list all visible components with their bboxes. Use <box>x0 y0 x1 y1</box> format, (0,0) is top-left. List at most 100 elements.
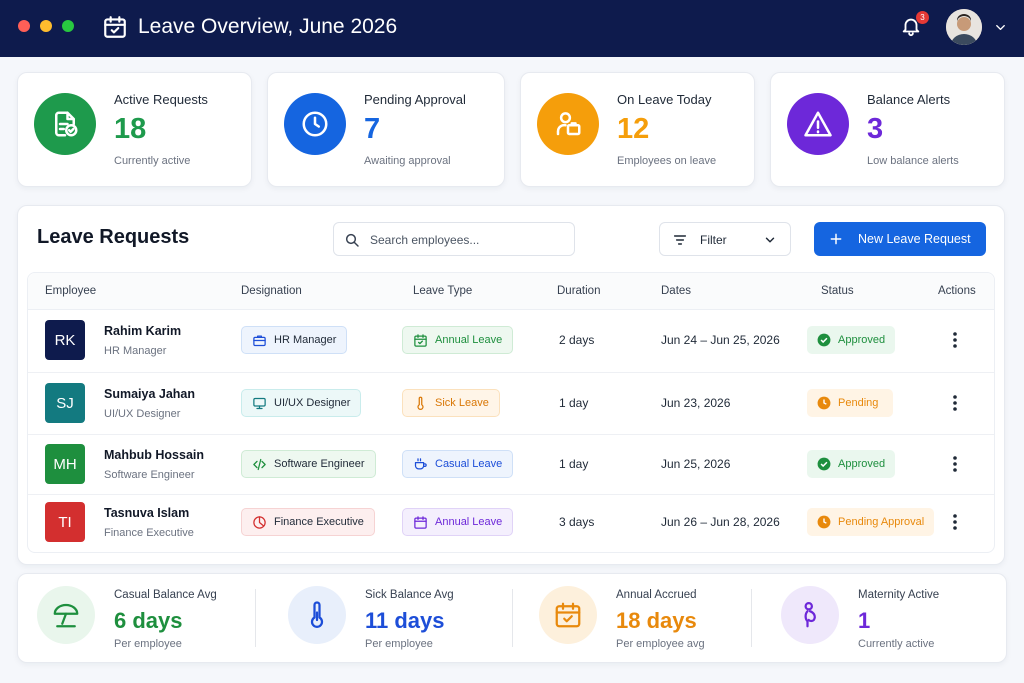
icon-part <box>823 518 827 524</box>
search-box[interactable]: Search employees... <box>333 222 575 256</box>
dates: Jun 23, 2026 <box>661 396 731 410</box>
icon-part <box>953 462 957 466</box>
icon-part <box>253 397 266 409</box>
icon-part <box>765 237 775 243</box>
icon-part <box>302 111 328 137</box>
filter-label: Filter <box>700 233 727 247</box>
stat-label: On Leave Today <box>617 92 712 107</box>
dates: Jun 25, 2026 <box>661 457 731 471</box>
employee-avatar: TI <box>45 502 85 542</box>
row-actions[interactable] <box>948 513 962 531</box>
stat-value: 18 <box>114 113 147 145</box>
icon-part <box>414 517 427 529</box>
balance-caption: Per employee avg <box>616 638 705 650</box>
icon-part <box>104 16 126 38</box>
row-actions[interactable] <box>948 331 962 349</box>
leave-type-chip: Sick Leave <box>402 389 500 417</box>
balance-label: Maternity Active <box>858 589 940 601</box>
balance-value: 18 days <box>616 608 697 633</box>
leave-type-chip: Annual Leave <box>402 326 514 354</box>
icon-part <box>253 335 266 346</box>
new-request-button[interactable]: New Leave Request <box>814 222 986 256</box>
stat-caption: Employees on leave <box>617 155 717 167</box>
user-avatar[interactable] <box>946 9 982 45</box>
filter-button[interactable]: Filter <box>659 222 791 256</box>
status-text: Approved <box>838 334 886 346</box>
icon-part <box>817 515 831 529</box>
icon-part <box>953 338 957 342</box>
balance-label: Sick Balance Avg <box>365 589 454 601</box>
icon-part <box>556 112 581 136</box>
notification-badge[interactable]: 3 <box>916 11 929 24</box>
designation-chip: Finance Executive <box>241 508 375 536</box>
icon-part <box>55 111 78 137</box>
icon-part <box>414 333 427 344</box>
employee-avatar: MH <box>45 444 85 484</box>
row-actions[interactable] <box>948 455 962 473</box>
status-chip: Pending <box>807 389 893 417</box>
window-dot <box>62 20 74 32</box>
icon-part <box>414 335 427 347</box>
icon-part <box>951 34 977 45</box>
stat-value: 3 <box>867 113 884 145</box>
bell-icon <box>900 15 922 42</box>
icon-part <box>830 233 842 245</box>
column-header: Designation <box>241 285 302 297</box>
designation-chip: UI/UX Designer <box>241 389 362 417</box>
leave-type-text: Annual Leave <box>435 334 503 346</box>
stat-caption: Currently active <box>114 155 191 167</box>
icon-part <box>566 124 581 136</box>
designation-text: Finance Executive <box>274 516 364 528</box>
icon-part <box>56 612 76 628</box>
row-divider <box>28 494 994 495</box>
balance-icon-circle <box>781 586 839 644</box>
icon-part <box>555 605 581 628</box>
employee-name: Sumaiya Jahan <box>104 387 196 401</box>
designation-icon <box>252 396 267 411</box>
designation-chip: Software Engineer <box>241 450 376 478</box>
leave-type-icon <box>413 333 428 348</box>
stat-label: Active Requests <box>114 92 208 107</box>
icon-part <box>823 399 827 405</box>
icon-part <box>258 515 264 526</box>
column-header: Duration <box>557 285 601 297</box>
stat-icon-circle <box>787 93 849 155</box>
stat-value: 7 <box>364 113 381 145</box>
icon-part <box>310 601 324 628</box>
new-request-label: New Leave Request <box>858 232 971 246</box>
icon-part <box>417 396 424 410</box>
balance-caption: Per employee <box>365 638 433 650</box>
icon-part <box>302 111 328 137</box>
icon-part <box>946 9 982 45</box>
leave-type-chip: Casual Leave <box>402 450 514 478</box>
duration: 3 days <box>559 515 595 529</box>
header-bar <box>0 0 1024 57</box>
row-divider <box>28 372 994 373</box>
designation-text: HR Manager <box>274 334 337 346</box>
icon-part <box>953 468 957 472</box>
icon-part <box>414 333 427 347</box>
balance-label: Annual Accrued <box>616 589 697 601</box>
table-header-bg <box>28 273 994 310</box>
icon-part <box>555 602 581 623</box>
icon-part <box>353 241 359 247</box>
calendar-icon <box>102 14 128 45</box>
icon-part <box>996 25 1005 30</box>
employee-role: UI/UX Designer <box>104 408 181 420</box>
icon-part <box>253 335 266 341</box>
row-actions[interactable] <box>948 394 962 412</box>
stat-label: Pending Approval <box>364 92 466 107</box>
dates: Jun 24 – Jun 25, 2026 <box>661 333 780 347</box>
icon-part <box>253 397 266 407</box>
icon-part <box>817 333 831 347</box>
balance-caption: Currently active <box>858 638 935 650</box>
icon-part <box>820 337 828 344</box>
window-dot <box>40 20 52 32</box>
icon-part <box>765 237 775 243</box>
icon-part <box>804 610 816 628</box>
icon-part <box>996 25 1005 30</box>
leave-type-icon <box>413 396 428 411</box>
employee-avatar: SJ <box>45 383 85 423</box>
icon-part <box>104 16 126 34</box>
icon-part <box>953 332 957 336</box>
